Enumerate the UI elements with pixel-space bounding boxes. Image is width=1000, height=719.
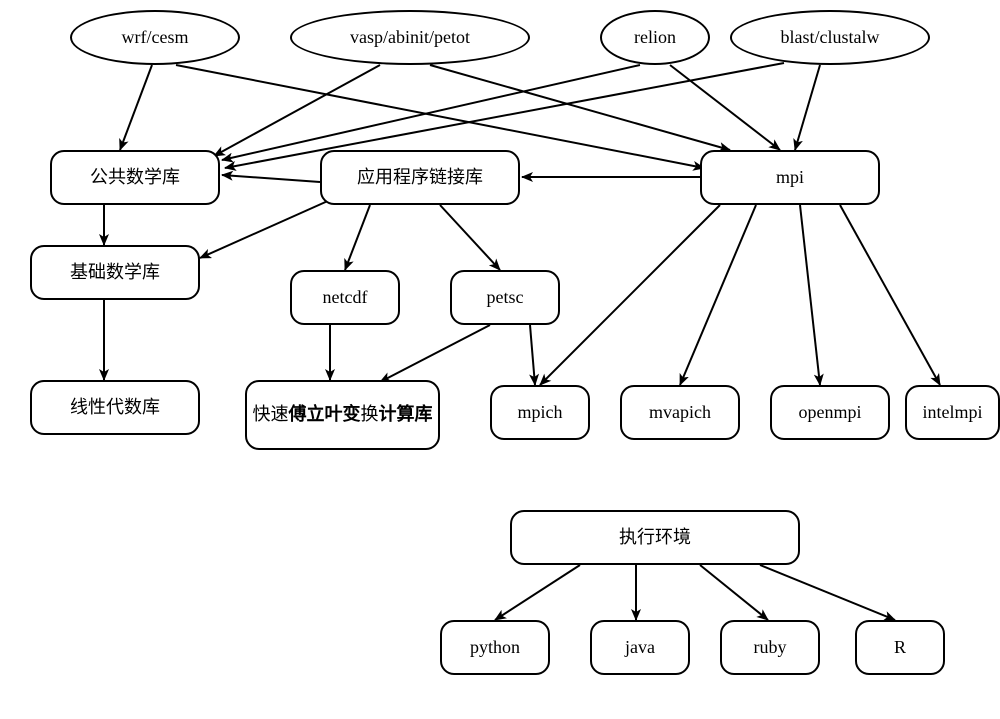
edge bbox=[430, 65, 730, 150]
node-blast: blast/clustalw bbox=[730, 10, 930, 65]
edge bbox=[345, 205, 370, 270]
edge bbox=[700, 565, 768, 620]
node-R: R bbox=[855, 620, 945, 675]
edge bbox=[540, 205, 720, 385]
node-netcdf: netcdf bbox=[290, 270, 400, 325]
node-python: python bbox=[440, 620, 550, 675]
edge bbox=[800, 205, 820, 385]
node-applib: 应用程序链接库 bbox=[320, 150, 520, 205]
node-mpich: mpich bbox=[490, 385, 590, 440]
edge bbox=[680, 205, 756, 385]
edge bbox=[380, 325, 490, 382]
node-basemath: 基础数学库 bbox=[30, 245, 200, 300]
edge bbox=[214, 65, 380, 156]
edge bbox=[760, 565, 895, 620]
node-vasp: vasp/abinit/petot bbox=[290, 10, 530, 65]
edge bbox=[222, 65, 640, 160]
node-ruby: ruby bbox=[720, 620, 820, 675]
node-openmpi: openmpi bbox=[770, 385, 890, 440]
node-intelmpi: intelmpi bbox=[905, 385, 1000, 440]
edge bbox=[222, 175, 320, 182]
edge bbox=[840, 205, 940, 385]
node-petsc: petsc bbox=[450, 270, 560, 325]
node-mpi: mpi bbox=[700, 150, 880, 205]
node-relion: relion bbox=[600, 10, 710, 65]
edge bbox=[530, 325, 535, 385]
edge bbox=[670, 65, 780, 150]
node-fft: 快速傅立叶变换计算库 bbox=[245, 380, 440, 450]
edge bbox=[440, 205, 500, 270]
node-pubmath: 公共数学库 bbox=[50, 150, 220, 205]
node-java: java bbox=[590, 620, 690, 675]
edge bbox=[795, 65, 820, 150]
edge bbox=[495, 565, 580, 620]
node-wrf: wrf/cesm bbox=[70, 10, 240, 65]
node-linalg: 线性代数库 bbox=[30, 380, 200, 435]
edge bbox=[200, 200, 330, 258]
node-runtime: 执行环境 bbox=[510, 510, 800, 565]
edge bbox=[120, 65, 152, 150]
node-mvapich: mvapich bbox=[620, 385, 740, 440]
edges-layer bbox=[0, 0, 1000, 719]
